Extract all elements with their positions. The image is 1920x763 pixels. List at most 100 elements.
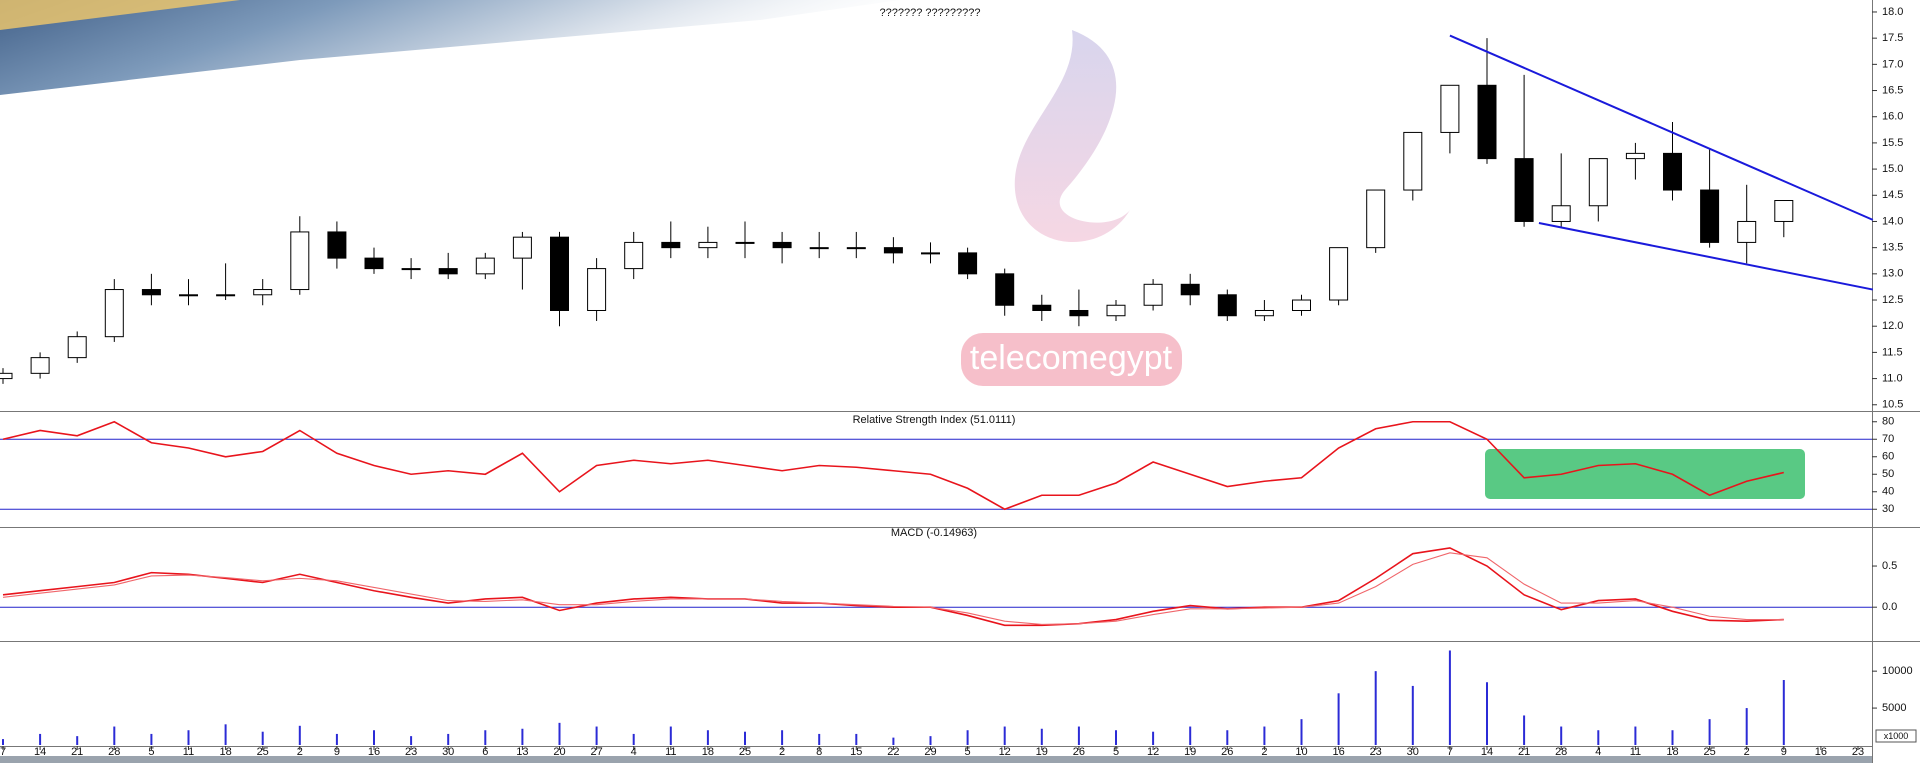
volume-bar [633, 734, 635, 745]
y-tick-label: 10.5 [1882, 399, 1903, 411]
x-tick-label: 18 [219, 746, 231, 758]
volume-bar [1634, 727, 1636, 745]
volume-bar [410, 736, 412, 745]
y-tick-label: 13.5 [1882, 242, 1903, 254]
candle-body [810, 248, 828, 249]
x-tick-label: 25 [1703, 746, 1715, 758]
x-tick-label: 16 [368, 746, 380, 758]
candle-body [31, 358, 49, 374]
volume-bar [559, 723, 561, 745]
x-tick-label: 23 [1852, 746, 1864, 758]
volume-bar [930, 736, 932, 745]
x-tick-label: 23 [405, 746, 417, 758]
x-tick-label: 11 [183, 746, 194, 758]
x-tick-label: 26 [1073, 746, 1085, 758]
x-tick-label: 9 [1781, 746, 1787, 758]
volume-bar [76, 736, 78, 745]
x-tick-label: 18 [702, 746, 714, 758]
candle-body [1515, 159, 1533, 222]
volume-bar [225, 724, 227, 745]
volume-bar [113, 727, 115, 745]
volume-bar [336, 734, 338, 745]
y-tick-label: 50 [1882, 468, 1894, 480]
y-tick-label: 17.5 [1882, 32, 1903, 44]
volume-bar [2, 739, 4, 745]
x-tick-label: 4 [631, 746, 637, 758]
x-tick-label: 26 [1221, 746, 1233, 758]
volume-bar [188, 730, 190, 745]
x-tick-label: 6 [482, 746, 488, 758]
x-tick-label: 5 [148, 746, 154, 758]
y-tick-label: 40 [1882, 486, 1894, 498]
x-tick-label: 13 [516, 746, 528, 758]
candle-body [959, 253, 977, 274]
x-tick-label: 12 [1147, 746, 1159, 758]
candle-body [847, 248, 865, 249]
candle-body [1478, 85, 1496, 158]
candle-body [1070, 310, 1088, 315]
candle-body [1626, 153, 1644, 158]
y-tick-label: 12.5 [1882, 294, 1903, 306]
x-tick-label: 11 [665, 746, 676, 758]
volume-bar [781, 730, 783, 745]
x-tick-label: 29 [924, 746, 936, 758]
candle-body [1255, 310, 1273, 315]
candle-body [773, 242, 791, 247]
x-tick-label: 11 [1630, 746, 1641, 758]
chart-title: ??????? ????????? [880, 7, 981, 19]
page: telecomegypt ??????? ????????? Relative … [0, 0, 1920, 763]
x-tick-label: 23 [1370, 746, 1382, 758]
volume-bar [373, 730, 375, 745]
y-tick-label: 10000 [1882, 665, 1913, 677]
volume-bar [1597, 730, 1599, 745]
volume-bar [1226, 730, 1228, 745]
rsi-title: Relative Strength Index (51.0111) [853, 414, 1016, 426]
volume-bar [855, 734, 857, 745]
x-tick-label: 20 [553, 746, 565, 758]
volume-bar [1338, 693, 1340, 745]
x-tick-label: 21 [71, 746, 83, 758]
candle-body [291, 232, 309, 290]
y-tick-label: 5000 [1882, 702, 1906, 714]
x-tick-label: 5 [965, 746, 971, 758]
volume-bar [262, 732, 264, 745]
volume-bar [1449, 650, 1451, 745]
x-tick-label: 2 [779, 746, 785, 758]
y-tick-label: 70 [1882, 433, 1894, 445]
candle-body [699, 242, 717, 247]
candle-body [996, 274, 1014, 305]
candle-body [1367, 190, 1385, 248]
y-tick-label: 60 [1882, 451, 1894, 463]
y-tick-label: 11.5 [1882, 346, 1903, 358]
volume-bar [1301, 719, 1303, 745]
y-tick-label: 18.0 [1882, 6, 1903, 18]
candle-body [68, 337, 86, 358]
volume-bar [1672, 730, 1674, 745]
volume-bar [1560, 727, 1562, 745]
x-tick-label: 28 [108, 746, 120, 758]
candle-body [551, 237, 569, 310]
x-tick-label: 15 [850, 746, 862, 758]
x-tick-label: 2 [1261, 746, 1267, 758]
y-tick-label: 15.5 [1882, 137, 1903, 149]
x-tick-label: 14 [34, 746, 46, 758]
volume-bar [670, 727, 672, 745]
x-tick-label: 16 [1815, 746, 1827, 758]
candle-body [217, 295, 235, 296]
volume-bar [892, 738, 894, 745]
volume-bar [707, 730, 709, 745]
candle-body [1589, 159, 1607, 206]
volume-bar [1078, 727, 1080, 745]
y-tick-label: 11.0 [1882, 372, 1903, 384]
candle-body [328, 232, 346, 258]
volume-bar [1041, 729, 1043, 745]
volume-bar [1263, 727, 1265, 745]
y-tick-label: 80 [1882, 416, 1894, 428]
y-tick-label: 12.0 [1882, 320, 1903, 332]
trendline [1450, 36, 1873, 220]
x-tick-label: 19 [1036, 746, 1048, 758]
x-tick-label: 19 [1184, 746, 1196, 758]
x-tick-label: 18 [1666, 746, 1678, 758]
y-tick-label: 13.0 [1882, 268, 1903, 280]
volume-bar [521, 729, 523, 745]
